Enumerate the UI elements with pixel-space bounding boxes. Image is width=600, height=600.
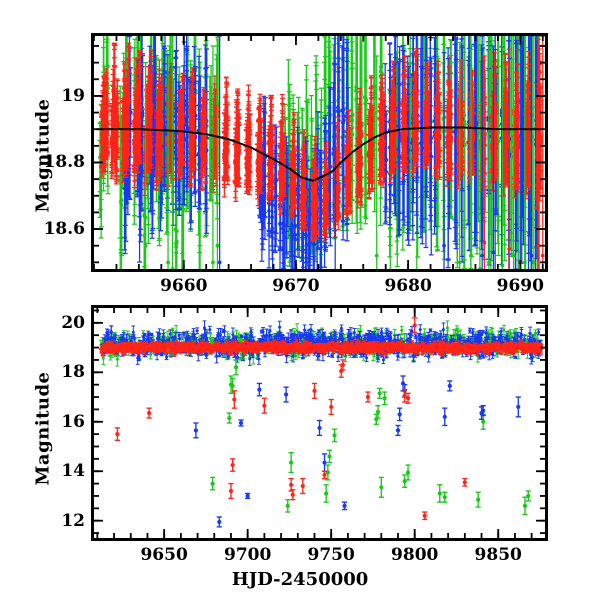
- x-tick-label: 9660: [144, 276, 224, 296]
- y-tick-label: 16: [33, 412, 85, 432]
- top-panel-plot-area: [96, 36, 545, 269]
- y-tick-label: 18.8: [33, 152, 85, 172]
- bottom-panel-tick-marks: [94, 308, 545, 538]
- bottom-panel-x-axis-label: HJD-2450000: [0, 569, 600, 590]
- top-panel-frame: [91, 33, 548, 272]
- x-tick-label: 9670: [256, 276, 336, 296]
- x-tick-label: 9680: [368, 276, 448, 296]
- y-tick-label: 18: [33, 362, 85, 382]
- x-tick-label: 9690: [480, 276, 560, 296]
- y-tick-label: 19: [33, 86, 85, 106]
- y-tick-label: 20: [33, 313, 85, 333]
- x-tick-label: 9850: [458, 545, 538, 565]
- series-green-outliers: [209, 359, 531, 516]
- x-tick-label: 9800: [375, 545, 455, 565]
- y-tick-label: 18.6: [33, 219, 85, 239]
- y-tick-label: 14: [33, 461, 85, 481]
- top-panel-tick-marks: [93, 36, 545, 269]
- x-tick-label: 9750: [291, 545, 371, 565]
- y-tick-label: 12: [33, 511, 85, 531]
- bottom-panel-frame: [91, 305, 548, 541]
- x-tick-label: 9700: [208, 545, 288, 565]
- model-fit-line: [96, 126, 543, 182]
- x-tick-label: 9650: [124, 545, 204, 565]
- bottom-panel-plot-area: [99, 317, 544, 528]
- series-red: [99, 42, 544, 242]
- series-red-baseline: [99, 338, 544, 357]
- series-red-outliers: [114, 317, 468, 521]
